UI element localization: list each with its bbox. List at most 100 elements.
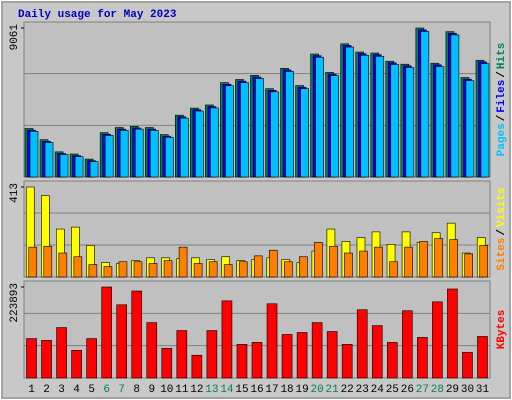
x-tick-label: 11: [175, 384, 189, 396]
legend-separator: /: [496, 71, 508, 78]
bar: [133, 261, 143, 278]
bar: [59, 154, 69, 178]
x-tick-label: 12: [190, 384, 203, 396]
bar: [477, 336, 488, 379]
bar: [180, 117, 189, 178]
x-tick-label: 8: [133, 384, 140, 396]
bar: [251, 342, 263, 379]
bar: [270, 91, 279, 178]
bar: [149, 129, 159, 178]
x-tick-label: 20: [311, 384, 324, 396]
bar: [390, 64, 400, 178]
x-tick-label: 23: [356, 384, 369, 396]
x-tick-label: 26: [401, 384, 414, 396]
x-tick-label: 4: [73, 384, 80, 396]
x-tick-label: 15: [235, 384, 248, 396]
bar: [449, 239, 458, 278]
bar: [359, 250, 368, 278]
bar: [73, 256, 83, 278]
bar: [419, 241, 428, 278]
y-tick-label: 223893: [9, 283, 21, 323]
x-tick-label: 30: [461, 384, 474, 396]
bar: [71, 350, 82, 379]
legend: Sites / Visits: [496, 187, 508, 270]
bar: [450, 34, 460, 178]
bar: [311, 322, 323, 379]
bar: [191, 354, 203, 379]
x-tick-label: 7: [118, 384, 125, 396]
x-tick-label: 31: [476, 384, 490, 396]
bar: [178, 246, 188, 278]
bar: [284, 261, 293, 278]
bar: [285, 71, 294, 178]
bar: [268, 249, 278, 278]
bar: [375, 56, 385, 178]
bar: [131, 290, 143, 379]
bar: [360, 55, 370, 178]
x-tick-label: 29: [446, 384, 459, 396]
x-tick-label: 1: [28, 384, 35, 396]
bar: [266, 303, 278, 379]
bar: [89, 161, 99, 178]
bar: [206, 330, 218, 379]
x-tick-label: 6: [103, 384, 110, 396]
bar: [314, 242, 323, 278]
y-tick-label: 9061: [9, 24, 21, 51]
bar: [299, 256, 308, 278]
x-tick-label: 22: [341, 384, 354, 396]
legend-entry: Pages: [496, 123, 508, 156]
bar: [479, 245, 489, 278]
bar: [146, 322, 158, 379]
bar: [101, 286, 112, 379]
bar: [356, 309, 368, 379]
bar: [28, 246, 38, 278]
bar: [434, 238, 443, 278]
bar: [281, 334, 293, 379]
bar: [163, 260, 173, 278]
bar: [465, 80, 475, 178]
bar: [326, 331, 338, 379]
chart-title: Daily usage for May 2023: [18, 9, 177, 21]
bar: [74, 156, 84, 178]
bar: [345, 46, 354, 178]
x-tick-label: 2: [43, 384, 50, 396]
bar: [432, 301, 443, 379]
x-tick-label: 5: [88, 384, 95, 396]
bar: [464, 253, 474, 278]
legend-entry: KBytes: [496, 310, 508, 350]
bar: [253, 255, 263, 278]
bar: [208, 261, 218, 278]
legend-separator: /: [496, 229, 508, 236]
bar: [116, 304, 128, 379]
x-tick-label: 10: [160, 384, 173, 396]
bar: [341, 344, 353, 379]
legend-entry: Visits: [496, 187, 508, 227]
bar: [240, 82, 249, 178]
x-tick-label: 21: [326, 384, 340, 396]
bar: [193, 263, 203, 278]
bar: [41, 340, 52, 379]
bar: [371, 325, 383, 379]
bar: [238, 261, 248, 278]
bar: [225, 85, 234, 178]
x-tick-label: 3: [58, 384, 65, 396]
bar: [103, 266, 113, 278]
x-tick-label: 17: [265, 384, 278, 396]
bar: [315, 56, 324, 178]
bar: [161, 348, 173, 379]
bar: [462, 351, 473, 379]
bar: [210, 107, 219, 178]
bar: [44, 142, 54, 178]
bar: [405, 67, 415, 178]
x-tick-label: 24: [371, 384, 385, 396]
bar: [417, 337, 428, 379]
bar: [404, 246, 413, 278]
y-tick-label: 413: [9, 183, 21, 203]
x-tick-label: 28: [431, 384, 444, 396]
bar: [447, 288, 458, 379]
bar: [374, 246, 383, 278]
bar: [435, 66, 445, 178]
x-tick-label: 16: [250, 384, 263, 396]
